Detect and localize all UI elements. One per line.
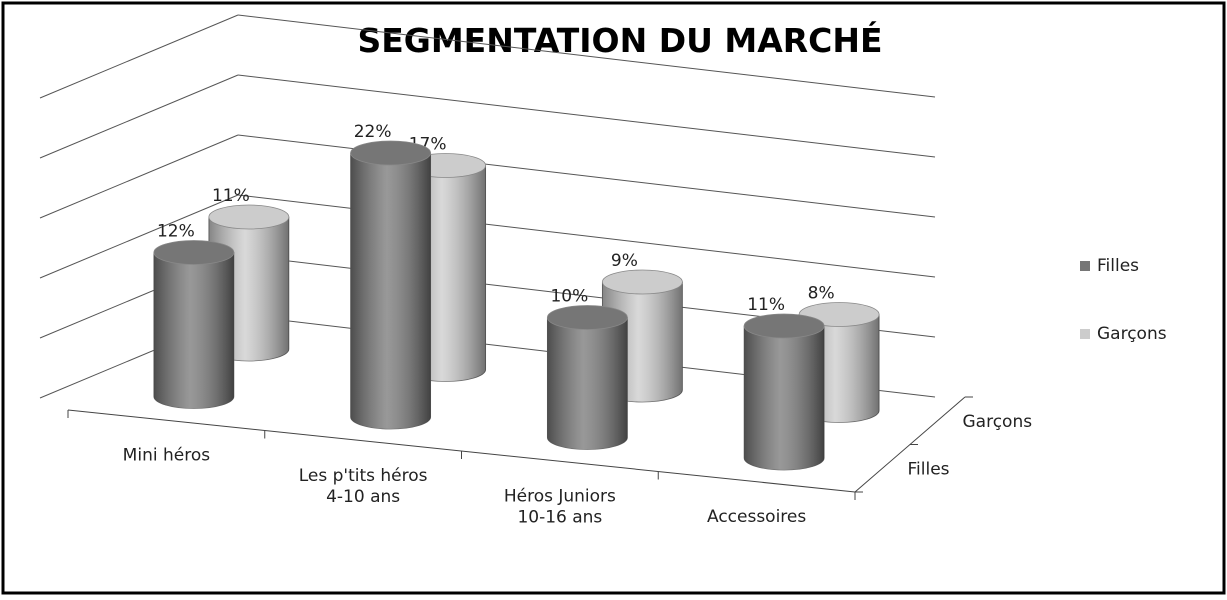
x-tick-label: Les p'tits héros 4-10 ans [299, 466, 428, 507]
grid-line [39, 74, 239, 159]
legend-swatch [1080, 329, 1090, 339]
x-tick-label: Héros Juniors 10-16 ans [504, 486, 616, 527]
cylinder-shade [744, 326, 825, 470]
cylinder-top [153, 240, 235, 265]
data-label: 8% [808, 284, 835, 304]
legend-swatch [1080, 261, 1090, 271]
cylinder-top [743, 313, 825, 339]
data-label: 11% [212, 186, 250, 206]
cylinder-shade [547, 317, 628, 450]
cylinder-top [350, 140, 432, 166]
cylinder [153, 240, 235, 409]
legend-label: Filles [1097, 256, 1139, 276]
x-tick-label: Accessoires [707, 507, 806, 527]
grid-line [39, 194, 239, 279]
grid-line [237, 14, 936, 98]
cylinder-shade [350, 153, 431, 429]
cylinder-shade [153, 252, 234, 409]
cylinder [743, 313, 825, 471]
data-label: 11% [747, 295, 785, 315]
depth-label: Garçons [963, 412, 1033, 432]
cylinder-top [546, 305, 628, 330]
data-label: 22% [354, 122, 392, 142]
x-tick-label: Mini héros [123, 445, 211, 465]
grid-line [39, 134, 239, 219]
data-label: 10% [550, 287, 588, 307]
grid-line [237, 74, 936, 158]
depth-label: Filles [908, 459, 950, 479]
chart-title: SEGMENTATION DU MARCHÉ [357, 20, 882, 60]
data-label: 9% [611, 251, 638, 271]
data-label: 12% [157, 222, 195, 242]
cylinder-top [208, 204, 290, 230]
cylinder [546, 305, 628, 450]
cylinder-top [601, 269, 683, 295]
cylinder [350, 140, 432, 430]
grid-line [39, 14, 239, 99]
legend-label: Garçons [1097, 324, 1167, 344]
